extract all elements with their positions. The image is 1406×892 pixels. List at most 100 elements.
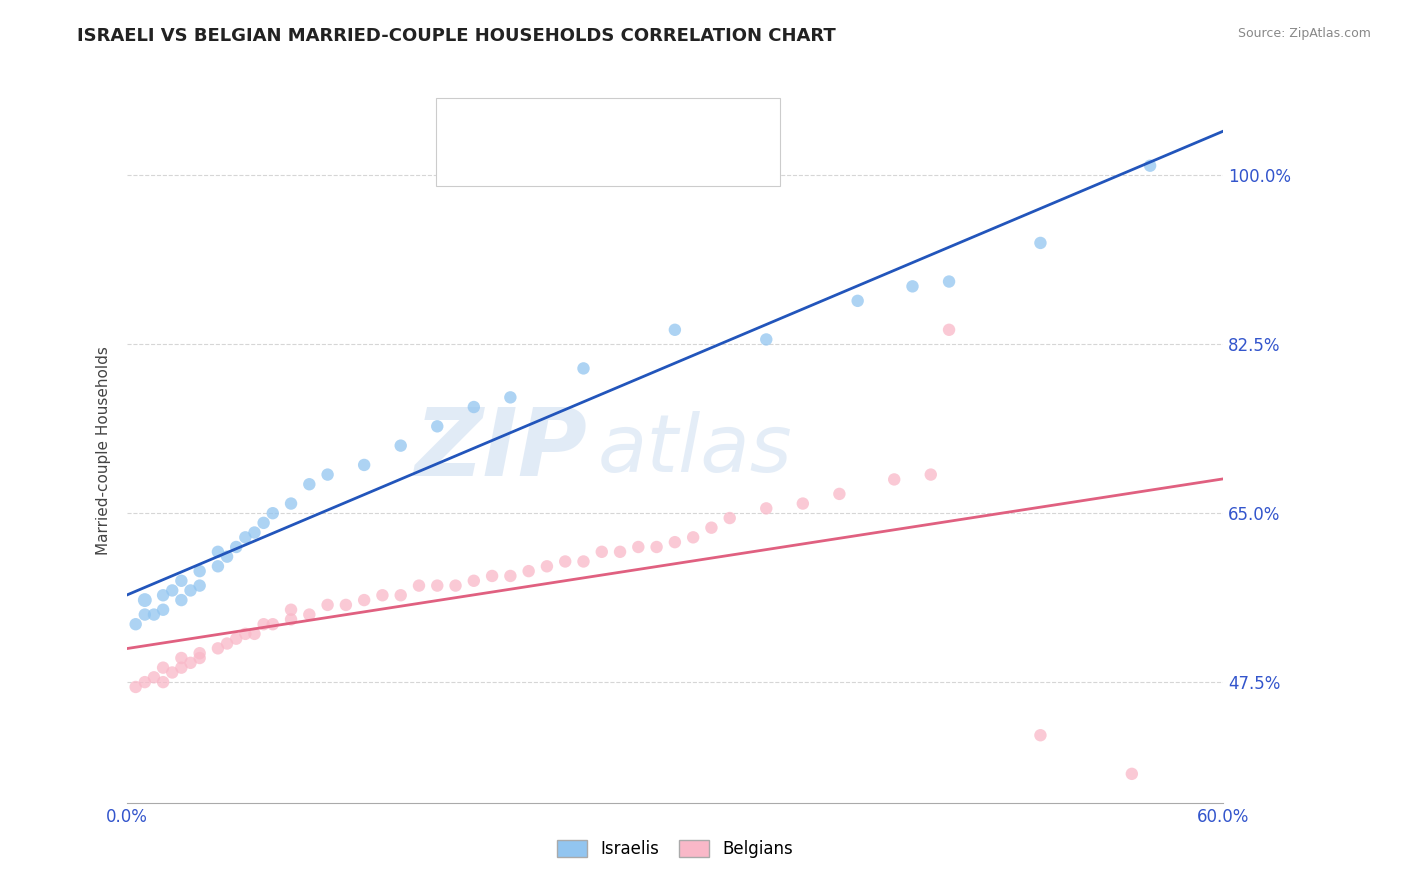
Point xyxy=(280,612,302,626)
Point xyxy=(253,516,276,530)
Text: ISRAELI VS BELGIAN MARRIED-COUPLE HOUSEHOLDS CORRELATION CHART: ISRAELI VS BELGIAN MARRIED-COUPLE HOUSEH… xyxy=(77,27,837,45)
Point xyxy=(298,607,321,622)
Point xyxy=(170,660,193,674)
Point xyxy=(353,458,375,472)
Point xyxy=(463,400,485,414)
Point xyxy=(124,680,148,694)
Text: N =: N = xyxy=(633,148,671,166)
Point xyxy=(243,627,266,641)
Point xyxy=(426,419,449,434)
Point xyxy=(627,540,650,554)
Point xyxy=(280,497,302,511)
Point xyxy=(536,559,558,574)
Point xyxy=(609,545,631,559)
Point xyxy=(233,627,257,641)
Text: 52: 52 xyxy=(678,148,700,166)
Text: 0.651: 0.651 xyxy=(538,115,591,133)
Text: 0.545: 0.545 xyxy=(538,148,591,166)
Point xyxy=(188,564,211,578)
Point xyxy=(938,323,960,337)
Point xyxy=(499,569,522,583)
Point xyxy=(755,501,778,516)
Point xyxy=(1029,728,1052,742)
Point xyxy=(554,554,576,568)
Point xyxy=(298,477,321,491)
Bar xyxy=(456,111,485,137)
Point xyxy=(389,439,412,453)
Point xyxy=(134,675,156,690)
Text: Source: ZipAtlas.com: Source: ZipAtlas.com xyxy=(1237,27,1371,40)
Point xyxy=(152,588,174,602)
Point xyxy=(755,333,778,347)
Point xyxy=(262,506,284,520)
Point xyxy=(645,540,668,554)
Point xyxy=(883,472,905,486)
Point xyxy=(262,617,284,632)
Point xyxy=(253,617,276,632)
Text: atlas: atlas xyxy=(598,411,793,490)
Point xyxy=(162,583,183,598)
Point xyxy=(143,670,166,684)
Point xyxy=(152,675,174,690)
Point xyxy=(1121,767,1143,781)
Text: N =: N = xyxy=(633,115,671,133)
Text: ZIP: ZIP xyxy=(415,404,588,497)
Point xyxy=(152,603,174,617)
Point xyxy=(188,579,211,593)
Point xyxy=(180,656,202,670)
Point xyxy=(316,467,339,482)
Point xyxy=(233,530,257,544)
Point xyxy=(207,641,229,656)
Point xyxy=(938,275,960,289)
Point xyxy=(408,579,430,593)
Point xyxy=(664,323,686,337)
Point xyxy=(499,390,522,404)
Bar xyxy=(456,144,485,169)
Point xyxy=(170,651,193,665)
Point xyxy=(207,545,229,559)
Point xyxy=(1029,235,1052,250)
Y-axis label: Married-couple Households: Married-couple Households xyxy=(96,346,111,555)
Point xyxy=(463,574,485,588)
Point xyxy=(664,535,686,549)
Point xyxy=(217,549,239,564)
Point xyxy=(180,583,202,598)
Point xyxy=(371,588,394,602)
Point xyxy=(426,579,449,593)
Point xyxy=(828,487,851,501)
Legend: Israelis, Belgians: Israelis, Belgians xyxy=(550,833,800,865)
Point xyxy=(591,545,613,559)
Point xyxy=(920,467,942,482)
Point xyxy=(225,632,247,646)
Point xyxy=(901,279,924,293)
Point xyxy=(134,593,156,607)
Point xyxy=(134,607,156,622)
Point xyxy=(280,603,302,617)
Point xyxy=(572,554,595,568)
Point xyxy=(217,636,239,650)
Point xyxy=(225,540,247,554)
Point xyxy=(1139,159,1161,173)
Point xyxy=(682,530,704,544)
Point xyxy=(170,574,193,588)
Text: 36: 36 xyxy=(678,115,700,133)
Point xyxy=(152,660,174,674)
Point xyxy=(170,593,193,607)
Point xyxy=(792,497,814,511)
Point xyxy=(572,361,595,376)
Text: R =: R = xyxy=(495,115,530,133)
Point xyxy=(700,521,723,535)
Point xyxy=(162,665,183,680)
Point xyxy=(243,525,266,540)
Point xyxy=(481,569,503,583)
Point xyxy=(517,564,540,578)
Point xyxy=(718,511,741,525)
Text: R =: R = xyxy=(495,148,530,166)
Point xyxy=(207,559,229,574)
Point xyxy=(316,598,339,612)
Point xyxy=(389,588,412,602)
Point xyxy=(444,579,467,593)
Point xyxy=(188,646,211,660)
Point xyxy=(353,593,375,607)
Point xyxy=(846,293,869,308)
